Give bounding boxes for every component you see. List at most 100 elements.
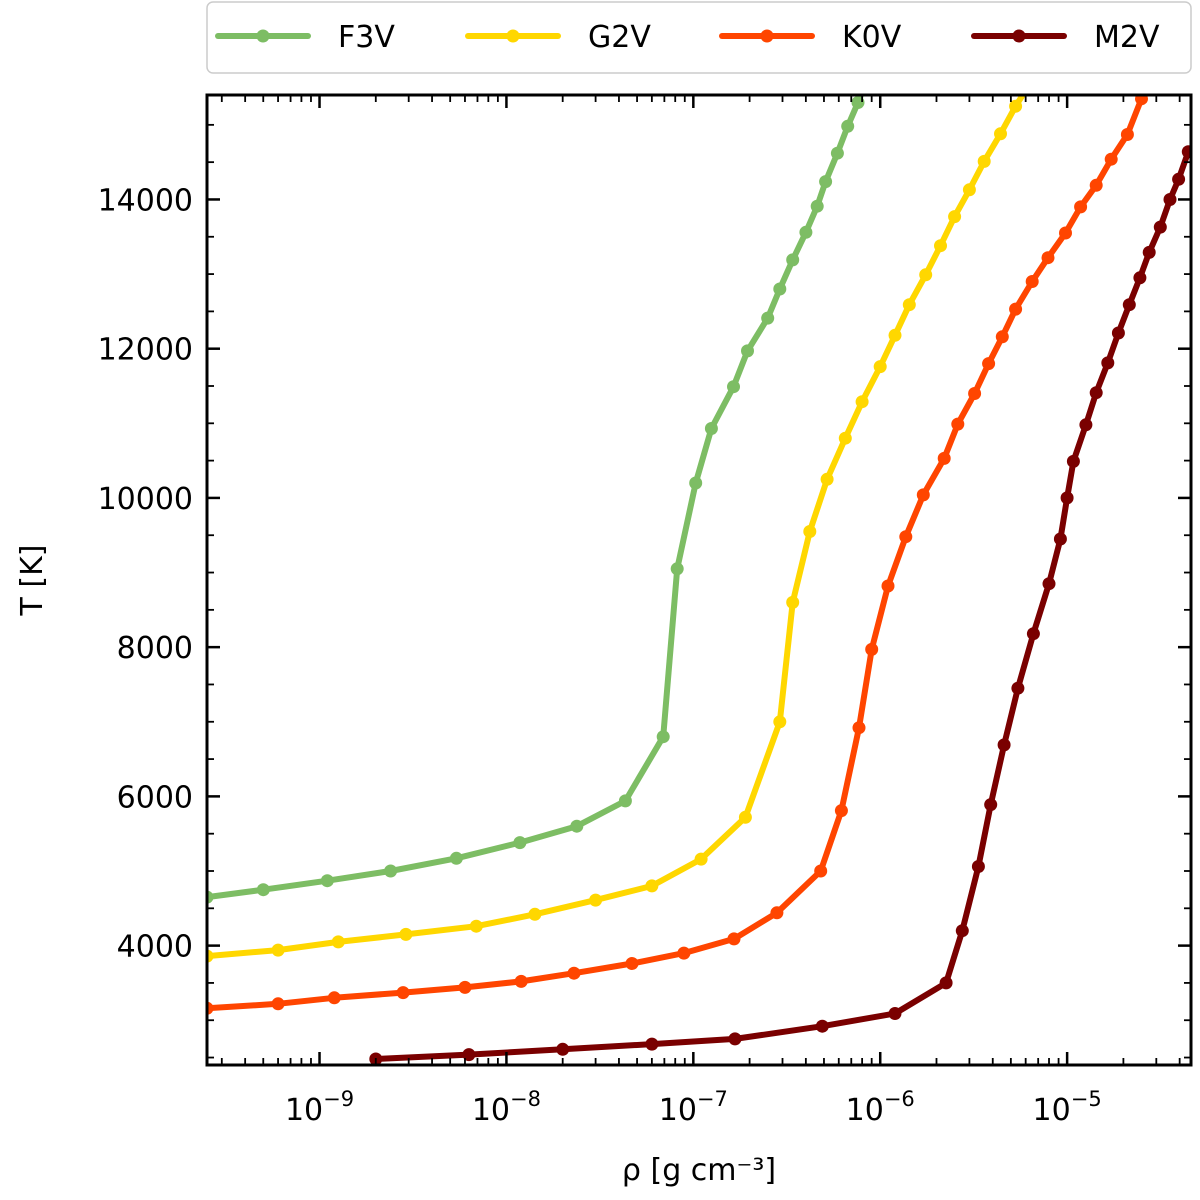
data-point bbox=[815, 1019, 829, 1033]
x-tick-label: 10−8 bbox=[472, 1087, 541, 1128]
data-point bbox=[841, 119, 855, 133]
y-axis-title: T [K] bbox=[15, 545, 50, 617]
data-point bbox=[888, 328, 902, 342]
data-point bbox=[888, 1007, 902, 1020]
data-point bbox=[786, 253, 800, 267]
data-point bbox=[786, 595, 800, 609]
data-point bbox=[1133, 271, 1147, 285]
data-point bbox=[919, 268, 933, 282]
data-point bbox=[1009, 99, 1023, 113]
data-point bbox=[916, 488, 930, 502]
data-point bbox=[902, 298, 916, 312]
y-tick-label: 4000 bbox=[117, 930, 193, 965]
data-point bbox=[852, 721, 866, 735]
series-K0V bbox=[207, 95, 1148, 1015]
data-point bbox=[1042, 577, 1056, 591]
data-point bbox=[271, 943, 285, 957]
data-point bbox=[320, 874, 334, 888]
data-point bbox=[1009, 302, 1023, 316]
data-point bbox=[773, 715, 787, 729]
data-point bbox=[838, 431, 852, 445]
data-point bbox=[1026, 627, 1040, 641]
x-tick-label: 10−6 bbox=[846, 1087, 915, 1128]
data-point bbox=[803, 525, 817, 538]
data-point bbox=[625, 957, 639, 970]
legend-item-G2V: G2V bbox=[465, 20, 651, 55]
x-tick-label: 10−9 bbox=[285, 1087, 354, 1128]
data-point bbox=[670, 562, 684, 576]
data-point bbox=[469, 919, 483, 933]
legend-item-K0V: K0V bbox=[719, 20, 902, 55]
data-point bbox=[618, 794, 632, 808]
data-point bbox=[855, 395, 869, 409]
series-line-F3V bbox=[207, 95, 865, 901]
data-point bbox=[873, 360, 887, 374]
legend-label: M2V bbox=[1094, 20, 1160, 55]
data-point bbox=[984, 798, 998, 812]
data-point bbox=[1059, 226, 1072, 240]
data-point bbox=[738, 810, 752, 824]
y-tick-label: 8000 bbox=[117, 631, 193, 666]
data-point bbox=[1089, 386, 1103, 400]
data-point bbox=[1111, 326, 1125, 340]
data-point bbox=[645, 1037, 659, 1051]
data-point bbox=[939, 976, 953, 990]
data-point bbox=[881, 579, 895, 593]
data-point bbox=[773, 282, 787, 296]
y-tick-label: 10000 bbox=[98, 482, 193, 517]
data-point bbox=[399, 927, 413, 941]
data-point bbox=[1079, 418, 1093, 432]
data-point bbox=[761, 311, 775, 325]
data-point bbox=[1172, 172, 1186, 186]
data-point bbox=[1053, 532, 1067, 546]
data-point bbox=[727, 932, 741, 946]
data-point bbox=[1066, 454, 1080, 468]
data-point bbox=[656, 730, 670, 744]
data-point bbox=[799, 225, 813, 239]
series-G2V bbox=[207, 74, 1039, 963]
data-point bbox=[962, 183, 976, 197]
x-tick-label: 10−5 bbox=[1033, 1087, 1102, 1128]
data-point bbox=[570, 819, 584, 833]
x-axis-title: ρ [g cm⁻³] bbox=[622, 1153, 776, 1188]
data-point bbox=[741, 344, 754, 358]
data-point bbox=[271, 997, 285, 1011]
data-point bbox=[830, 146, 844, 160]
legend-label: F3V bbox=[338, 20, 395, 55]
data-point bbox=[834, 804, 848, 818]
data-point bbox=[528, 907, 542, 921]
data-point bbox=[1120, 128, 1134, 141]
x-tick-label: 10−7 bbox=[659, 1087, 728, 1128]
data-point bbox=[556, 1042, 570, 1056]
data-point bbox=[462, 1048, 476, 1062]
data-point bbox=[704, 422, 718, 435]
data-point bbox=[513, 836, 527, 850]
data-point bbox=[728, 1032, 742, 1046]
data-point bbox=[814, 864, 828, 878]
data-point bbox=[331, 935, 345, 949]
data-point bbox=[997, 738, 1011, 752]
data-point bbox=[1011, 681, 1025, 695]
data-point bbox=[1041, 251, 1055, 265]
data-point bbox=[899, 530, 913, 544]
data-point bbox=[449, 851, 463, 865]
data-point bbox=[994, 127, 1007, 141]
data-point bbox=[689, 476, 703, 490]
data-point bbox=[727, 380, 740, 394]
series-M2V bbox=[369, 145, 1191, 1065]
data-point bbox=[694, 852, 708, 866]
data-point bbox=[677, 946, 691, 960]
legend-marker bbox=[506, 29, 520, 43]
data-point bbox=[937, 451, 951, 465]
data-point bbox=[1026, 74, 1039, 87]
data-point bbox=[951, 417, 965, 431]
data-point bbox=[995, 330, 1009, 344]
y-tick-label: 12000 bbox=[98, 333, 193, 368]
data-point bbox=[971, 860, 985, 873]
data-point bbox=[589, 893, 603, 907]
plot-frame bbox=[205, 93, 1193, 1067]
data-point bbox=[458, 980, 472, 994]
data-point bbox=[567, 966, 581, 980]
data-point bbox=[384, 864, 398, 878]
